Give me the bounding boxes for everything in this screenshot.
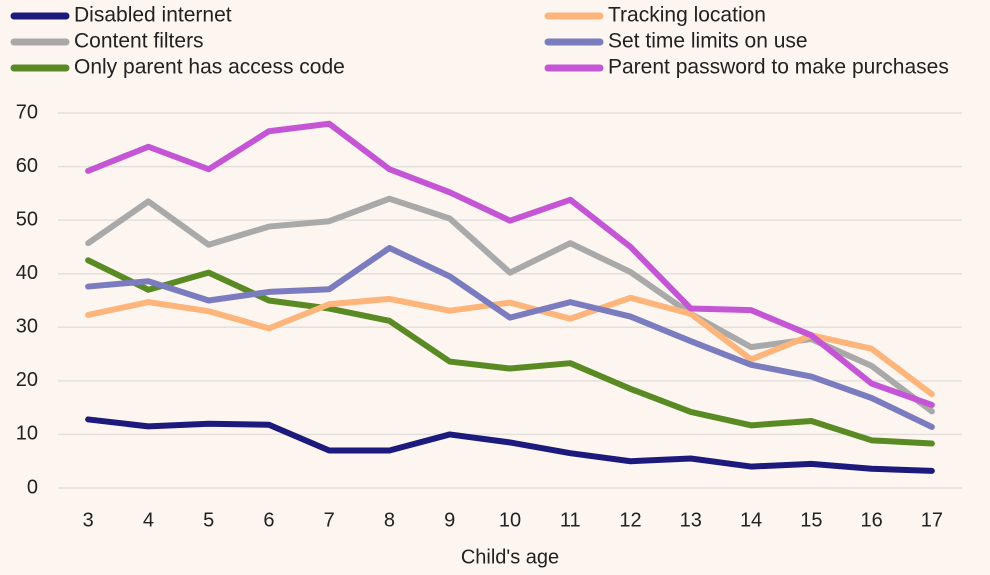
x-axis-label: Child's age [461, 546, 559, 568]
legend-label: Only parent has access code [74, 56, 345, 79]
series-line [85, 416, 935, 474]
series-line [85, 294, 935, 398]
x-tick-label: 11 [560, 509, 581, 531]
x-tick-label: 15 [800, 509, 822, 531]
y-tick-label: 70 [16, 101, 38, 123]
x-tick-label: 16 [860, 509, 882, 531]
y-tick-label: 50 [16, 208, 38, 230]
series-line [85, 257, 935, 447]
x-tick-label: 12 [619, 509, 641, 531]
x-tick-label: 8 [384, 509, 395, 531]
y-tick-label: 60 [16, 155, 38, 177]
y-tick-label: 20 [16, 369, 38, 391]
x-tick-label: 7 [324, 509, 335, 531]
x-tick-label: 17 [921, 509, 943, 531]
x-tick-label: 13 [680, 509, 702, 531]
legend-label: Tracking location [608, 4, 766, 27]
x-tick-label: 9 [444, 509, 455, 531]
legend-label: Content filters [74, 30, 204, 53]
legend-label: Set time limits on use [608, 30, 808, 53]
y-tick-label: 0 [27, 476, 38, 498]
y-tick-label: 30 [16, 316, 38, 338]
x-tick-label: 6 [263, 509, 274, 531]
x-tick-label: 14 [740, 509, 762, 531]
x-tick-label: 4 [143, 509, 154, 531]
legend-label: Disabled internet [74, 4, 232, 27]
x-tick-label: 5 [203, 509, 214, 531]
series-line [85, 245, 935, 430]
x-tick-label: 10 [499, 509, 521, 531]
x-tick-label: 3 [83, 509, 94, 531]
legend-label: Parent password to make purchases [608, 56, 949, 79]
y-tick-label: 40 [16, 262, 38, 284]
y-tick-label: 10 [16, 423, 38, 445]
series-line [85, 120, 935, 408]
